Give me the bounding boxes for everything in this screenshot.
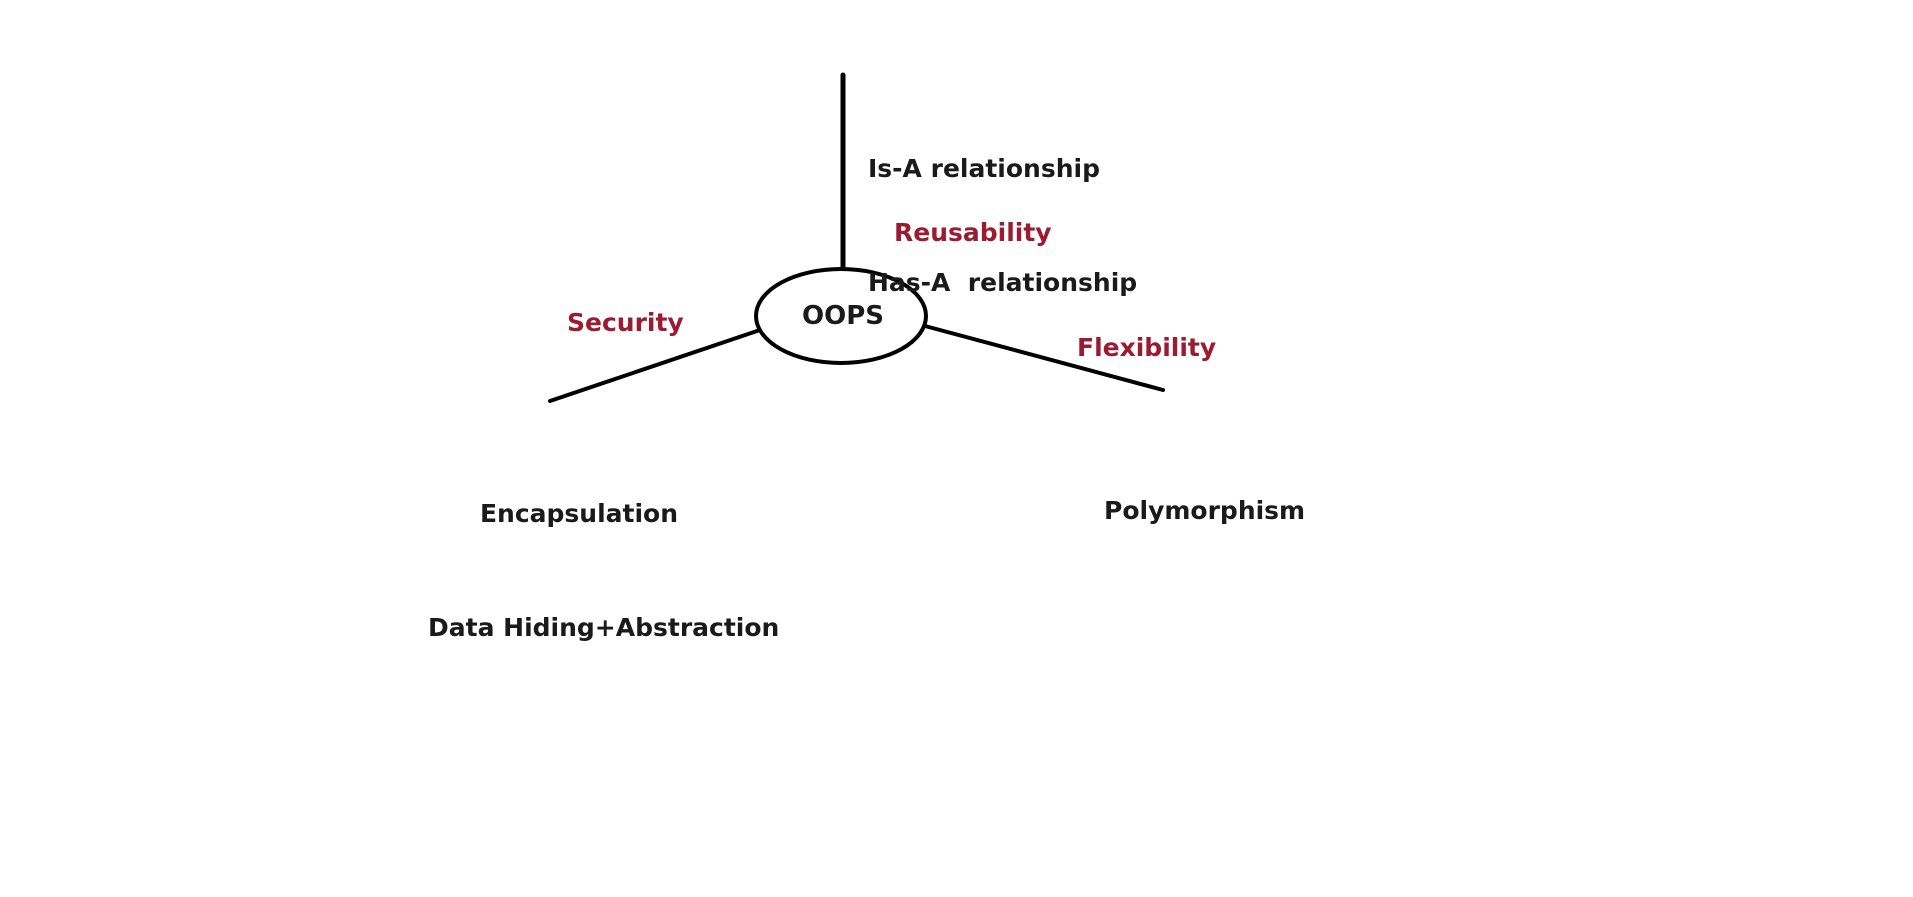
benefit-label-flexibility: Flexibility xyxy=(1077,333,1217,362)
concept-label-is-a: Is-A relationship xyxy=(868,154,1100,183)
left-connector-line xyxy=(548,328,762,403)
left-concepts-block: Encapsulation Data Hiding+Abstraction xyxy=(428,419,780,685)
benefit-label-security: Security xyxy=(567,308,684,337)
right-concepts-block: Polymorphism xyxy=(1104,416,1305,568)
center-node-label: OOPS xyxy=(802,301,884,331)
concept-label-data-hiding-abstraction: Data Hiding+Abstraction xyxy=(428,613,780,642)
benefit-label-reusability: Reusability xyxy=(894,218,1052,247)
top-concepts-block: Is-A relationship Has-A relationship xyxy=(868,74,1137,340)
oops-center-ellipse xyxy=(754,267,928,365)
concept-label-polymorphism: Polymorphism xyxy=(1104,496,1306,525)
concept-label-encapsulation: Encapsulation xyxy=(479,499,679,528)
right-connector-line xyxy=(923,324,1165,392)
concept-label-has-a: Has-A relationship xyxy=(868,268,1138,297)
